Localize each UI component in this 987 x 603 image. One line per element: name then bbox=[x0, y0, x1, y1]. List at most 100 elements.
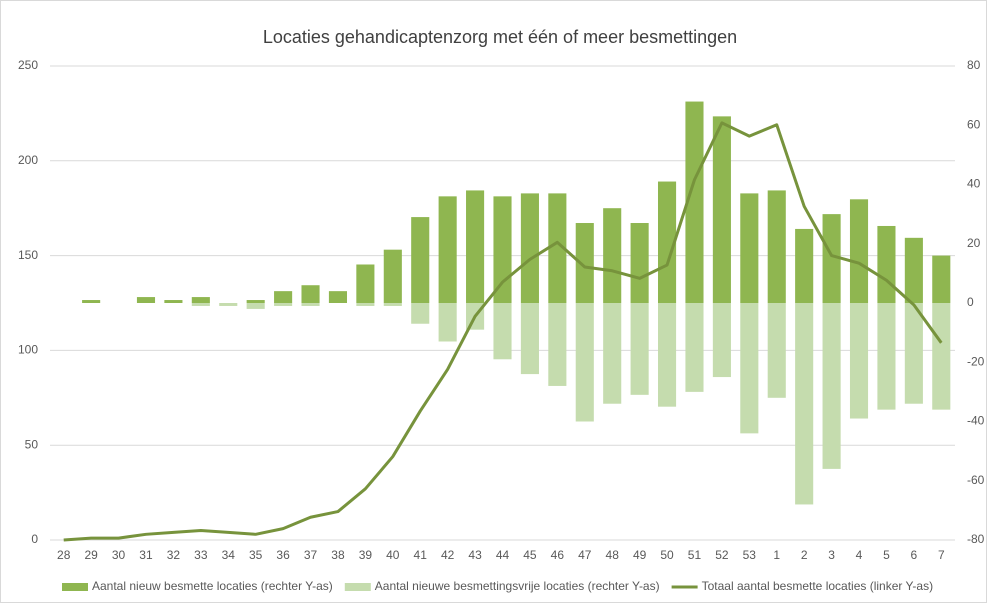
bar bbox=[575, 303, 594, 422]
bar bbox=[849, 199, 869, 303]
bar bbox=[767, 303, 786, 398]
bar bbox=[795, 303, 814, 505]
bar bbox=[712, 116, 731, 303]
y-tick-label: 150 bbox=[18, 248, 38, 262]
bar bbox=[246, 300, 265, 303]
y2-tick-label: -80 bbox=[967, 532, 985, 546]
x-tick-label: 45 bbox=[523, 548, 537, 562]
x-tick-label: 4 bbox=[856, 548, 863, 562]
x-tick-label: 31 bbox=[139, 548, 153, 562]
bar bbox=[383, 303, 402, 306]
x-tick-label: 49 bbox=[633, 548, 647, 562]
bar bbox=[493, 303, 512, 360]
bar bbox=[712, 303, 731, 378]
x-tick-label: 52 bbox=[715, 548, 729, 562]
legend-label: Aantal nieuwe besmettingsvrije locaties … bbox=[375, 579, 660, 593]
legend-label: Totaal aantal besmette locaties (linker … bbox=[702, 579, 933, 593]
chart-title: Locaties gehandicaptenzorg met één of me… bbox=[263, 27, 737, 47]
bar bbox=[877, 303, 896, 410]
x-tick-label: 34 bbox=[222, 548, 236, 562]
bar bbox=[274, 291, 293, 303]
bar bbox=[356, 303, 375, 306]
x-tick-label: 1 bbox=[773, 548, 780, 562]
bar bbox=[767, 190, 786, 303]
bar bbox=[356, 264, 375, 303]
x-tick-label: 44 bbox=[496, 548, 510, 562]
bar bbox=[657, 181, 677, 303]
bar bbox=[932, 303, 951, 410]
bar bbox=[191, 303, 210, 306]
x-tick-label: 28 bbox=[57, 548, 71, 562]
y2-tick-label: 0 bbox=[967, 295, 974, 309]
bar bbox=[301, 303, 320, 306]
bar bbox=[548, 303, 567, 386]
bar bbox=[740, 303, 759, 434]
y2-tick-label: -60 bbox=[967, 473, 985, 487]
y2-tick-label: -20 bbox=[967, 354, 985, 368]
x-tick-label: 51 bbox=[688, 548, 702, 562]
y2-tick-label: 80 bbox=[967, 58, 981, 72]
bar bbox=[438, 303, 457, 342]
bar bbox=[657, 303, 677, 407]
x-tick-label: 32 bbox=[167, 548, 181, 562]
bar bbox=[904, 303, 923, 404]
x-tick-label: 43 bbox=[468, 548, 482, 562]
bar bbox=[466, 190, 485, 303]
bar bbox=[603, 303, 622, 404]
x-tick-label: 36 bbox=[276, 548, 290, 562]
bar bbox=[932, 255, 951, 303]
line bbox=[63, 121, 943, 542]
bar bbox=[877, 225, 896, 303]
bar bbox=[795, 228, 814, 303]
bar bbox=[685, 101, 704, 303]
bar bbox=[685, 303, 704, 392]
x-tick-label: 41 bbox=[414, 548, 428, 562]
x-tick-label: 47 bbox=[578, 548, 592, 562]
y-tick-label: 200 bbox=[18, 153, 38, 167]
y2-tick-label: -40 bbox=[967, 414, 985, 428]
bar bbox=[136, 297, 156, 303]
x-tick-label: 40 bbox=[386, 548, 400, 562]
y-tick-label: 0 bbox=[31, 532, 38, 546]
y2-tick-label: 60 bbox=[967, 117, 981, 131]
bar bbox=[191, 297, 210, 303]
bar bbox=[630, 303, 649, 395]
x-tick-label: 53 bbox=[743, 548, 757, 562]
y2-tick-label: 40 bbox=[967, 177, 981, 191]
bar bbox=[575, 223, 594, 303]
legend-swatch bbox=[62, 583, 88, 591]
legend-label: Aantal nieuw besmette locaties (rechter … bbox=[92, 579, 333, 593]
x-tick-label: 5 bbox=[883, 548, 890, 562]
bar bbox=[548, 193, 567, 303]
x-tick-label: 38 bbox=[331, 548, 345, 562]
x-tick-label: 29 bbox=[84, 548, 98, 562]
legend-swatch bbox=[344, 583, 371, 591]
x-tick-label: 39 bbox=[359, 548, 373, 562]
bar bbox=[301, 285, 320, 303]
bar bbox=[328, 291, 348, 303]
bar bbox=[82, 300, 101, 303]
x-tick-label: 30 bbox=[112, 548, 126, 562]
bar bbox=[822, 214, 841, 303]
bar bbox=[164, 300, 183, 303]
x-tick-label: 37 bbox=[304, 548, 318, 562]
x-tick-label: 42 bbox=[441, 548, 455, 562]
bar bbox=[849, 303, 869, 419]
bar bbox=[740, 193, 759, 303]
bar bbox=[411, 303, 430, 324]
x-tick-label: 46 bbox=[551, 548, 565, 562]
bar bbox=[219, 303, 238, 306]
y2-tick-label: 20 bbox=[967, 236, 981, 250]
bar bbox=[493, 196, 512, 303]
bar bbox=[630, 223, 649, 303]
bar bbox=[438, 196, 457, 303]
bar bbox=[274, 303, 293, 306]
x-tick-label: 48 bbox=[606, 548, 620, 562]
bar bbox=[520, 193, 539, 303]
x-tick-label: 50 bbox=[660, 548, 674, 562]
x-tick-label: 33 bbox=[194, 548, 208, 562]
bar bbox=[603, 208, 622, 303]
bar bbox=[411, 217, 430, 303]
